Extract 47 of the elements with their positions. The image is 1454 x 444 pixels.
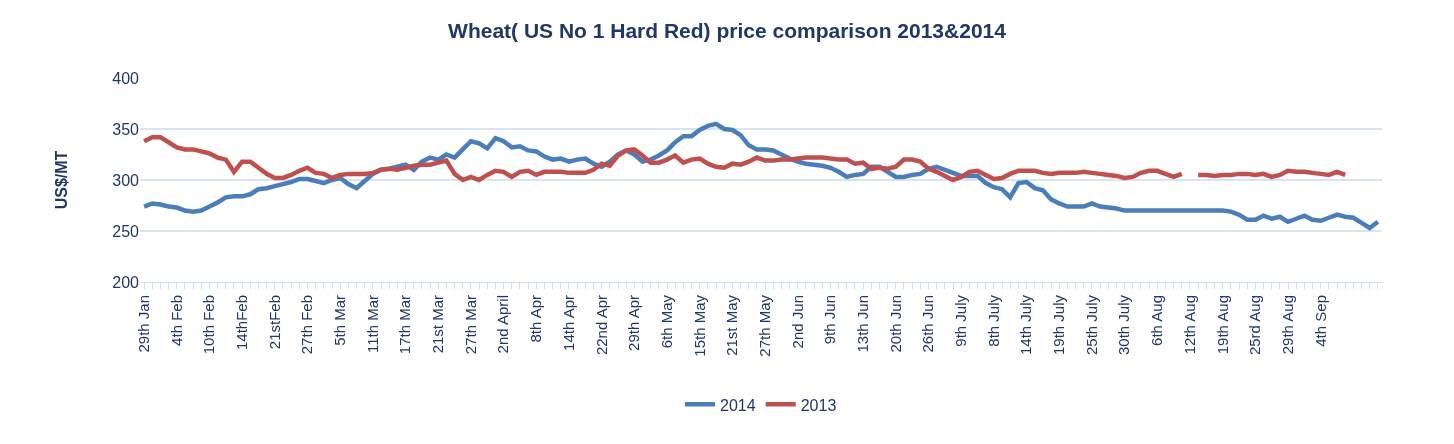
x-tick-label: 29th Apr [625, 295, 643, 351]
x-tick-label: 14thFeb [233, 295, 251, 351]
x-tick-label: 27th Feb [298, 295, 316, 355]
line-series [141, 121, 1381, 231]
x-tick-label: 26th Jun [919, 295, 937, 353]
x-tick-label: 9th July [952, 294, 970, 347]
y-tick-label: 200 [112, 273, 140, 291]
x-tick-label: 17th Mar [396, 295, 414, 355]
x-tick-label: 21st Mar [429, 295, 447, 354]
x-tick-label: 2nd April [494, 295, 512, 354]
legend-label: 2014 [720, 396, 756, 414]
y-tick-label: 350 [112, 120, 140, 138]
x-tick-label: 12th Aug [1180, 295, 1198, 355]
x-tick-label: 25rd Aug [1246, 295, 1264, 356]
x-tick-label: 30th July [1115, 294, 1133, 356]
x-tick-label: 27th May [755, 294, 773, 357]
x-tick-label: 4th Sep [1311, 295, 1329, 347]
x-tick-label: 11th Mar [363, 295, 381, 354]
x-tick-label: 8th Apr [527, 295, 545, 343]
x-tick-label: 2nd Jun [788, 295, 806, 349]
x-tick-label: 29th Aug [1278, 295, 1296, 355]
x-tick-label: 8th July [984, 294, 1002, 347]
x-tick-label: 5th Mar [331, 295, 349, 346]
x-tick-label: 19th Aug [1213, 295, 1231, 355]
x-tick-label: 21st May [723, 294, 741, 356]
y-tick-label: 300 [112, 171, 140, 189]
legend-label: 2013 [800, 396, 837, 414]
x-tick-label: 25th July [1082, 294, 1100, 356]
x-tick-label: 29th Jan [134, 295, 152, 353]
x-tick-label: 13th Jun [854, 295, 872, 353]
y-tick-label: 250 [112, 222, 140, 240]
x-tick-label: 4th Feb [167, 295, 185, 346]
x-tick-label: 22nd Apr [592, 295, 610, 356]
x-tick-label: 6th May [657, 294, 675, 349]
x-tick-label: 20th Jun [886, 295, 904, 353]
x-tick-label: 15th May [690, 294, 708, 357]
x-tick-label: 10th Feb [200, 295, 218, 355]
x-tick-label: 9th Jun [821, 295, 839, 345]
x-tick-label: 19th July [1050, 294, 1068, 356]
chart-title: Wheat( US No 1 Hard Red) price comparison 2013&2014 [448, 19, 1007, 43]
x-tick-label: 27th Mar [461, 295, 479, 355]
y-axis-title: US$/MT [53, 150, 71, 210]
y-tick-label: 400 [112, 69, 140, 87]
x-tick-label: 14th Apr [559, 295, 577, 351]
x-tick-label: 14th July [1017, 294, 1035, 356]
x-tick-label: 6th Aug [1148, 295, 1166, 346]
x-tick-label: 21stFeb [265, 295, 283, 350]
